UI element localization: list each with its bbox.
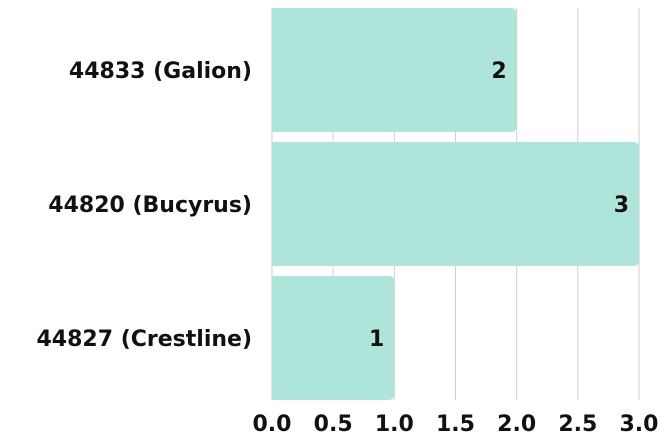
- bar: [272, 276, 395, 400]
- bar: [272, 142, 639, 266]
- y-tick-label: 44827 (Crestline): [37, 327, 253, 352]
- x-tick-label: 1.5: [436, 412, 475, 437]
- x-tick-label: 0.0: [253, 412, 292, 437]
- x-tick-label: 2.5: [558, 412, 597, 437]
- y-tick-label: 44833 (Galion): [69, 59, 252, 84]
- x-tick-label: 2.0: [497, 412, 536, 437]
- x-tick-label: 0.5: [314, 412, 353, 437]
- y-tick-label: 44820 (Bucyrus): [48, 193, 252, 218]
- bar: [272, 8, 517, 132]
- value-label: 1: [369, 327, 384, 352]
- x-tick-label: 3.0: [620, 412, 659, 437]
- x-tick-label: 1.0: [375, 412, 414, 437]
- value-label: 2: [491, 59, 506, 84]
- value-label: 3: [614, 193, 629, 218]
